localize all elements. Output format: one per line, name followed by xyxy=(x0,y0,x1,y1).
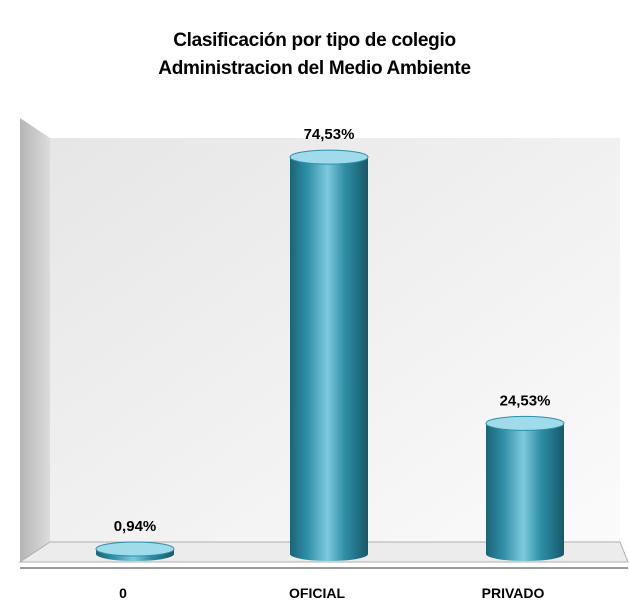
x-tick-label: PRIVADO xyxy=(482,585,545,601)
bar xyxy=(485,415,565,561)
x-tick-label: OFICIAL xyxy=(289,585,345,601)
bar-top xyxy=(95,541,175,557)
data-label: 24,53% xyxy=(500,392,551,409)
data-label: 74,53% xyxy=(304,126,355,143)
side-wall xyxy=(20,118,50,562)
chart-title: Clasificación por tipo de colegio xyxy=(173,30,456,51)
chart-subtitle: Administracion del Medio Ambiente xyxy=(158,58,471,79)
data-label: 0,94% xyxy=(114,518,157,535)
bar-top xyxy=(289,149,369,165)
bar-body xyxy=(486,423,564,561)
bar xyxy=(289,149,369,561)
x-tick-label: 0 xyxy=(119,585,127,601)
bar-body xyxy=(290,157,368,561)
bar-top xyxy=(485,415,565,431)
bar xyxy=(95,541,175,561)
